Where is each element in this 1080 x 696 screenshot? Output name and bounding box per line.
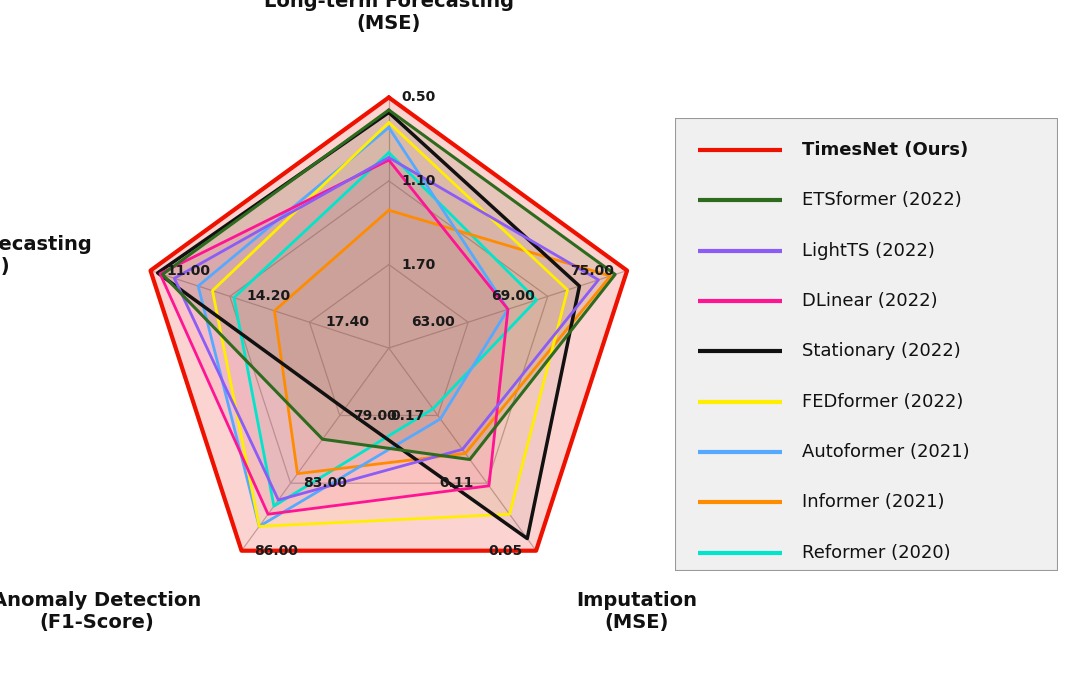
Text: Long-term Forecasting
(MSE): Long-term Forecasting (MSE) [264, 0, 514, 33]
Text: 75.00: 75.00 [570, 264, 615, 278]
Text: Classification
(Accuracy): Classification (Accuracy) [686, 235, 833, 276]
Text: 0.50: 0.50 [402, 90, 436, 104]
Polygon shape [174, 157, 598, 500]
Polygon shape [158, 113, 580, 539]
Polygon shape [274, 210, 610, 474]
Text: 86.00: 86.00 [255, 544, 298, 557]
Text: FEDformer (2022): FEDformer (2022) [801, 393, 963, 411]
Text: DLinear (2022): DLinear (2022) [801, 292, 937, 310]
Polygon shape [213, 122, 567, 526]
Text: 1.10: 1.10 [402, 174, 436, 188]
Text: 0.05: 0.05 [489, 544, 523, 557]
Text: 17.40: 17.40 [326, 315, 369, 329]
Polygon shape [150, 97, 627, 551]
Text: Reformer (2020): Reformer (2020) [801, 544, 950, 562]
Polygon shape [160, 160, 508, 514]
Text: Imputation
(MSE): Imputation (MSE) [577, 591, 698, 632]
Text: LightTS (2022): LightTS (2022) [801, 242, 934, 260]
Text: Anomaly Detection
(F1-Score): Anomaly Detection (F1-Score) [0, 591, 201, 632]
Text: 0.11: 0.11 [440, 476, 474, 490]
Text: 11.00: 11.00 [166, 264, 211, 278]
Text: Stationary (2022): Stationary (2022) [801, 342, 960, 361]
Polygon shape [234, 152, 537, 506]
Text: Autoformer (2021): Autoformer (2021) [801, 443, 969, 461]
Text: ETSformer (2022): ETSformer (2022) [801, 191, 961, 209]
Text: 63.00: 63.00 [411, 315, 455, 329]
Text: 14.20: 14.20 [246, 290, 291, 303]
Text: TimesNet (Ours): TimesNet (Ours) [801, 141, 968, 159]
Text: 1.70: 1.70 [402, 258, 436, 271]
Text: Informer (2021): Informer (2021) [801, 493, 944, 512]
Text: 79.00: 79.00 [353, 409, 396, 422]
Text: 83.00: 83.00 [303, 476, 348, 490]
FancyBboxPatch shape [675, 118, 1058, 571]
Text: 0.17: 0.17 [391, 409, 424, 422]
Text: 69.00: 69.00 [491, 290, 535, 303]
Text: Short-term Forecasting
(SMAPE): Short-term Forecasting (SMAPE) [0, 235, 92, 276]
Polygon shape [198, 127, 508, 526]
Polygon shape [162, 110, 616, 459]
